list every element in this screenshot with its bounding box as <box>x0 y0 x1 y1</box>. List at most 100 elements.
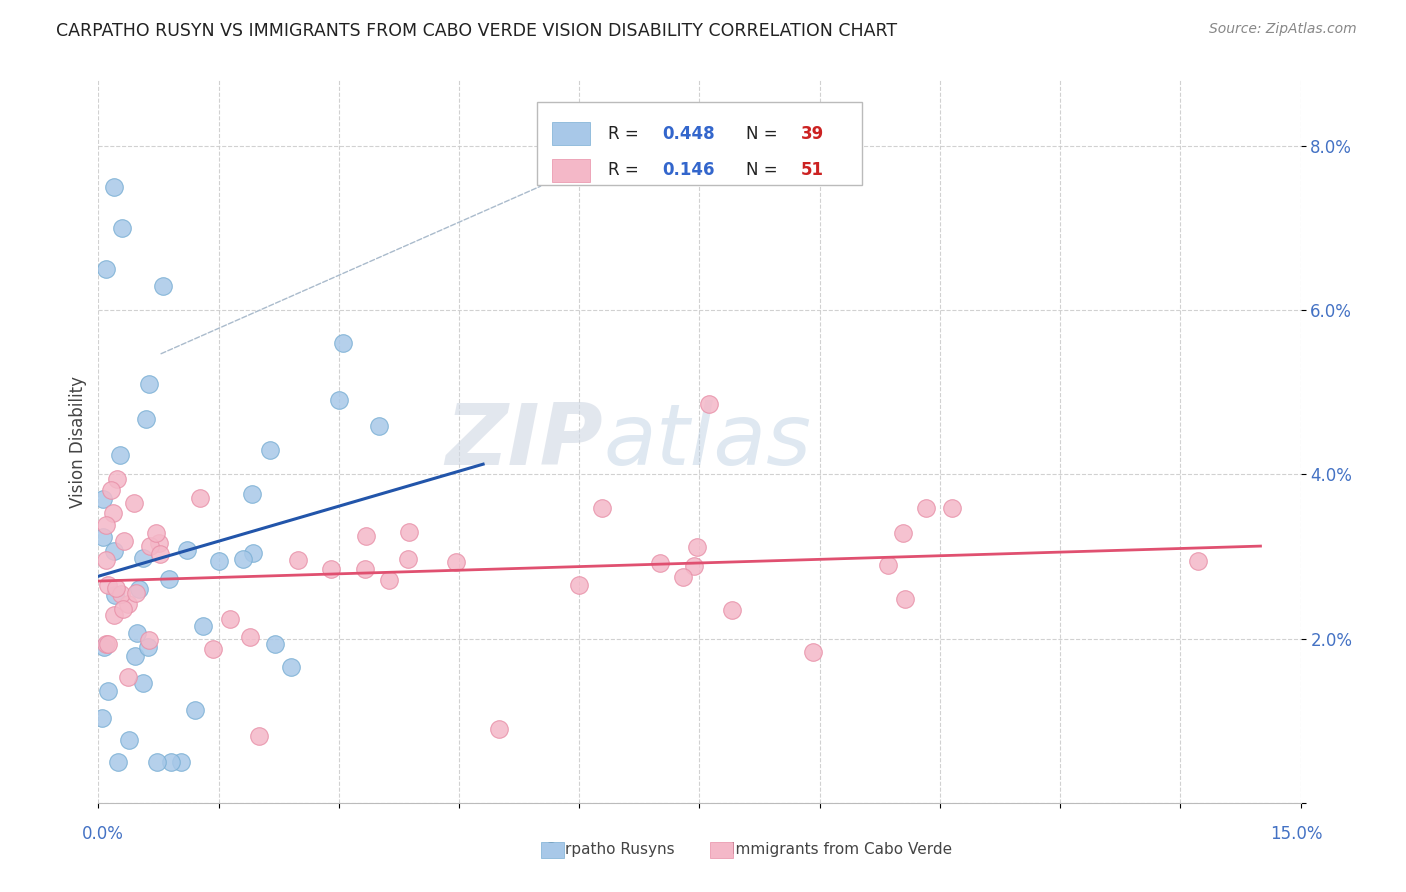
Point <box>160 755 183 769</box>
Point <box>891 526 914 541</box>
Point <box>105 472 128 486</box>
Point <box>568 577 591 591</box>
Point <box>648 556 671 570</box>
Point <box>132 550 155 565</box>
Text: N =: N = <box>747 125 783 143</box>
Point <box>117 670 139 684</box>
Point <box>112 533 135 548</box>
Y-axis label: Vision Disability: Vision Disability <box>69 376 87 508</box>
Text: 0.0%: 0.0% <box>82 825 124 843</box>
Point <box>801 645 824 659</box>
Point <box>146 755 169 769</box>
Text: atlas: atlas <box>603 400 811 483</box>
Point <box>91 711 114 725</box>
Text: Carpatho Rusyns: Carpatho Rusyns <box>546 842 675 856</box>
Point <box>96 553 118 567</box>
Point <box>103 544 125 558</box>
Point <box>398 524 420 539</box>
Text: 0.146: 0.146 <box>662 161 714 179</box>
Text: Immigrants from Cabo Verde: Immigrants from Cabo Verde <box>731 842 952 856</box>
Point <box>117 597 139 611</box>
Text: Source: ZipAtlas.com: Source: ZipAtlas.com <box>1209 22 1357 37</box>
Point <box>287 552 309 566</box>
Point <box>170 755 193 769</box>
Point <box>378 573 401 587</box>
Point <box>721 603 744 617</box>
Point <box>103 180 125 194</box>
Point <box>240 487 263 501</box>
Point <box>444 555 467 569</box>
FancyBboxPatch shape <box>551 122 591 145</box>
Point <box>219 612 242 626</box>
Point <box>125 586 148 600</box>
Point <box>118 733 141 747</box>
Point <box>110 587 132 601</box>
Point <box>132 676 155 690</box>
Point <box>259 443 281 458</box>
Point <box>242 546 264 560</box>
Point <box>332 335 354 350</box>
Text: CARPATHO RUSYN VS IMMIGRANTS FROM CABO VERDE VISION DISABILITY CORRELATION CHART: CARPATHO RUSYN VS IMMIGRANTS FROM CABO V… <box>56 22 897 40</box>
Point <box>96 517 118 532</box>
Point <box>328 393 350 408</box>
Point <box>247 729 270 743</box>
Point <box>191 619 214 633</box>
Point <box>138 376 160 391</box>
Point <box>136 640 159 655</box>
Point <box>125 626 148 640</box>
Point <box>208 554 231 568</box>
Point <box>184 703 207 717</box>
Point <box>368 419 391 434</box>
Point <box>135 412 157 426</box>
Point <box>107 755 129 769</box>
Point <box>152 278 174 293</box>
Text: R =: R = <box>609 125 644 143</box>
Point <box>124 496 146 510</box>
Point <box>96 262 118 277</box>
Text: R =: R = <box>609 161 644 179</box>
Point <box>697 397 720 411</box>
Point <box>97 578 120 592</box>
Point <box>138 633 160 648</box>
Point <box>319 562 342 576</box>
Point <box>686 540 709 554</box>
Point <box>877 558 900 573</box>
Point <box>280 660 302 674</box>
Point <box>396 551 419 566</box>
Point <box>149 547 172 561</box>
Point <box>188 491 211 506</box>
Point <box>91 530 114 544</box>
Point <box>354 529 377 543</box>
Text: N =: N = <box>747 161 783 179</box>
Text: 39: 39 <box>800 125 824 143</box>
Point <box>124 649 146 664</box>
Text: 15.0%: 15.0% <box>1270 825 1323 843</box>
Point <box>683 558 706 573</box>
Point <box>96 637 118 651</box>
Point <box>591 500 613 515</box>
Point <box>101 506 124 520</box>
Point <box>104 588 127 602</box>
Point <box>111 602 134 616</box>
Point <box>97 684 120 698</box>
Text: 0.448: 0.448 <box>662 125 714 143</box>
Point <box>157 572 180 586</box>
Point <box>941 501 963 516</box>
Point <box>108 448 131 462</box>
Point <box>353 562 375 576</box>
Point <box>1187 554 1209 568</box>
Point <box>100 483 122 497</box>
Point <box>111 221 134 235</box>
Point <box>672 569 695 583</box>
Point <box>139 539 162 553</box>
Point <box>148 535 170 549</box>
Point <box>488 722 510 736</box>
Point <box>128 582 150 596</box>
Point <box>105 581 128 595</box>
FancyBboxPatch shape <box>551 159 591 182</box>
Text: ZIP: ZIP <box>446 400 603 483</box>
Point <box>145 526 167 541</box>
Point <box>263 637 285 651</box>
Point <box>232 552 254 566</box>
Point <box>176 543 198 558</box>
